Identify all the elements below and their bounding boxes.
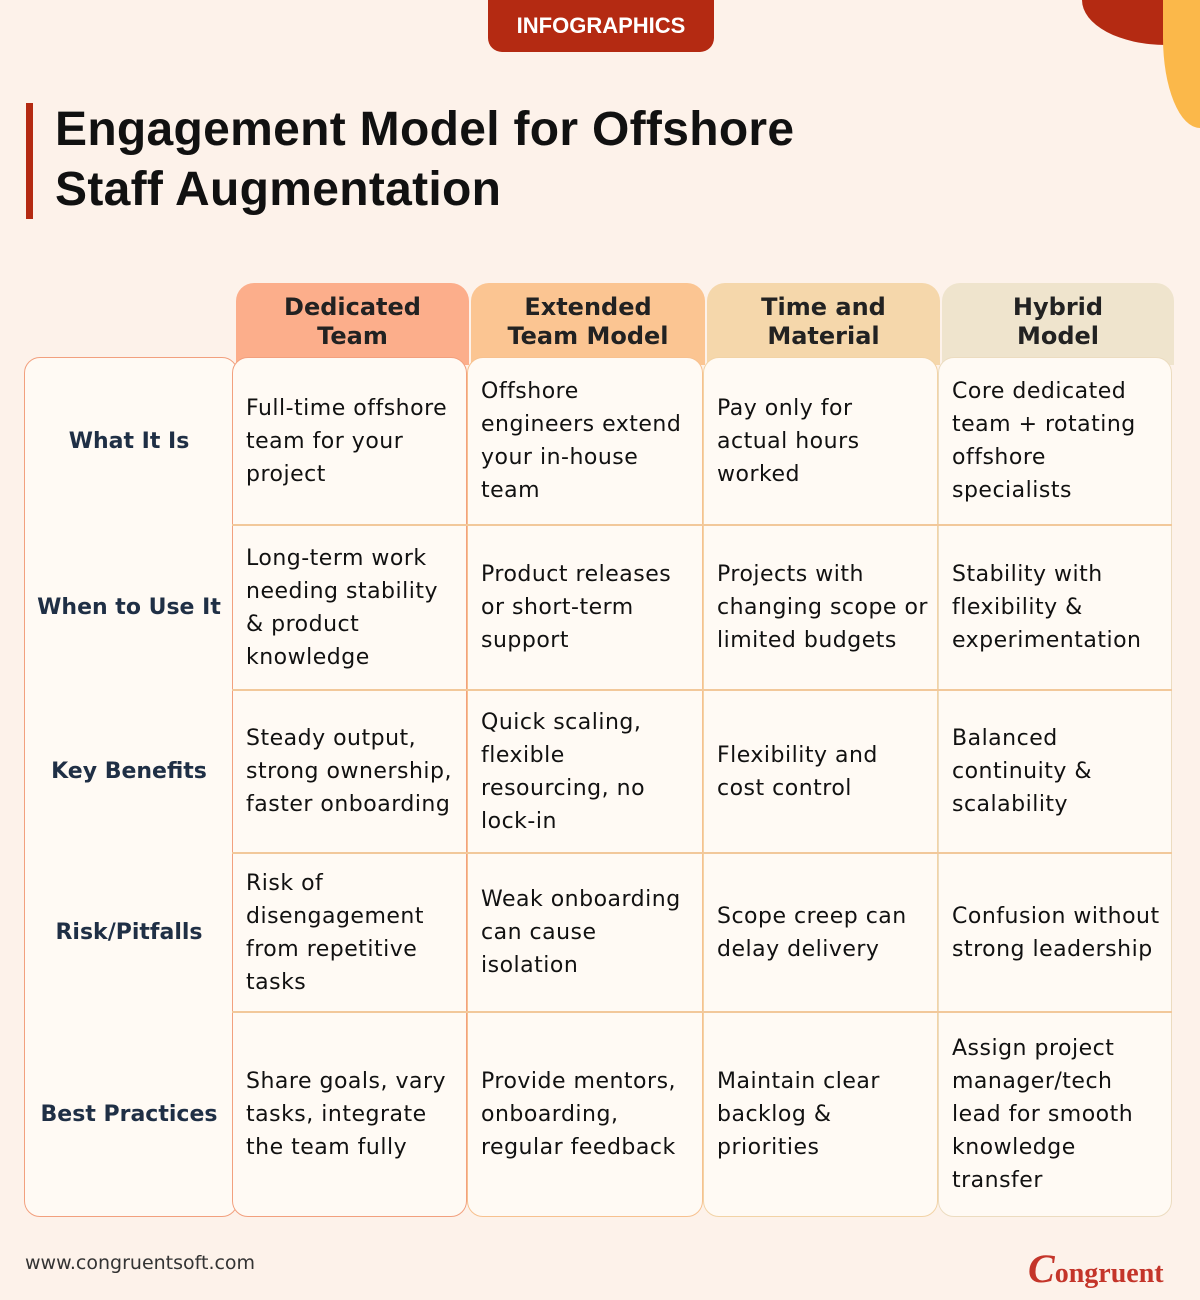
category-badge: INFOGRAPHICS: [488, 0, 714, 52]
table-cell: Steady output, strong ownership, faster …: [246, 726, 452, 817]
table-cell: Flexibility and cost control: [717, 742, 878, 801]
table-cell: Long-term work needing stability & produ…: [246, 545, 439, 670]
table-cell: Product releases or short-term support: [481, 562, 672, 653]
table-cell: Quick scaling, flexible resourcing, no l…: [481, 709, 646, 834]
congruent-logo: Congruent: [1028, 1246, 1164, 1291]
row-divider: [232, 1011, 1172, 1013]
table-cell: Provide mentors, onboarding, regular fee…: [481, 1069, 677, 1160]
column-body: [232, 357, 467, 1217]
table-cell: Scope creep can delay delivery: [717, 903, 907, 962]
row-label: Best Practices: [40, 1102, 218, 1127]
table-cell: Core dedicated team + rotating offshore …: [952, 379, 1136, 503]
row-label-column: [24, 357, 238, 1217]
table-cell: Maintain clear backlog & priorities: [717, 1069, 880, 1160]
table-cell: Stability with flexibility & experimenta…: [952, 562, 1142, 653]
column-header: Hybrid Model: [942, 283, 1174, 365]
decorative-shape-red: [1082, 0, 1166, 45]
column-body: [703, 357, 938, 1217]
row-label: What It Is: [68, 428, 190, 454]
table-cell: Share goals, vary tasks, integrate the t…: [246, 1069, 447, 1160]
column-header: Dedicated Team: [236, 283, 469, 365]
row-label: Risk/Pitfalls: [55, 920, 203, 945]
title-accent-bar: [26, 103, 33, 219]
table-cell: Full-time offshore team for your project: [246, 395, 448, 487]
page-title: Engagement Model for Offshore Staff Augm…: [55, 103, 795, 216]
column-header: Extended Team Model: [471, 283, 705, 365]
table-cell: Projects with changing scope or limited …: [717, 562, 928, 653]
website-url[interactable]: www.congruentsoft.com: [25, 1252, 256, 1274]
column-header: Time and Material: [707, 283, 940, 365]
column-body: [467, 357, 703, 1217]
row-divider: [232, 524, 1172, 526]
table-cell: Pay only for actual hours worked: [717, 395, 860, 487]
table-cell: Confusion without strong leadership: [952, 903, 1160, 962]
row-divider: [232, 689, 1172, 691]
column-body: [938, 357, 1172, 1217]
table-cell: Assign project manager/tech lead for smo…: [952, 1036, 1134, 1193]
table-cell: Offshore engineers extend your in-house …: [481, 379, 682, 503]
row-divider: [232, 852, 1172, 854]
decorative-shape-yellow: [1163, 0, 1200, 128]
row-label: Key Benefits: [51, 759, 207, 784]
table-cell: Weak onboarding can cause isolation: [481, 887, 681, 978]
table-cell: Risk of disengagement from repetitive ta…: [246, 870, 424, 995]
row-label: When to Use It: [37, 595, 221, 620]
table-cell: Balanced continuity & scalability: [952, 726, 1093, 817]
